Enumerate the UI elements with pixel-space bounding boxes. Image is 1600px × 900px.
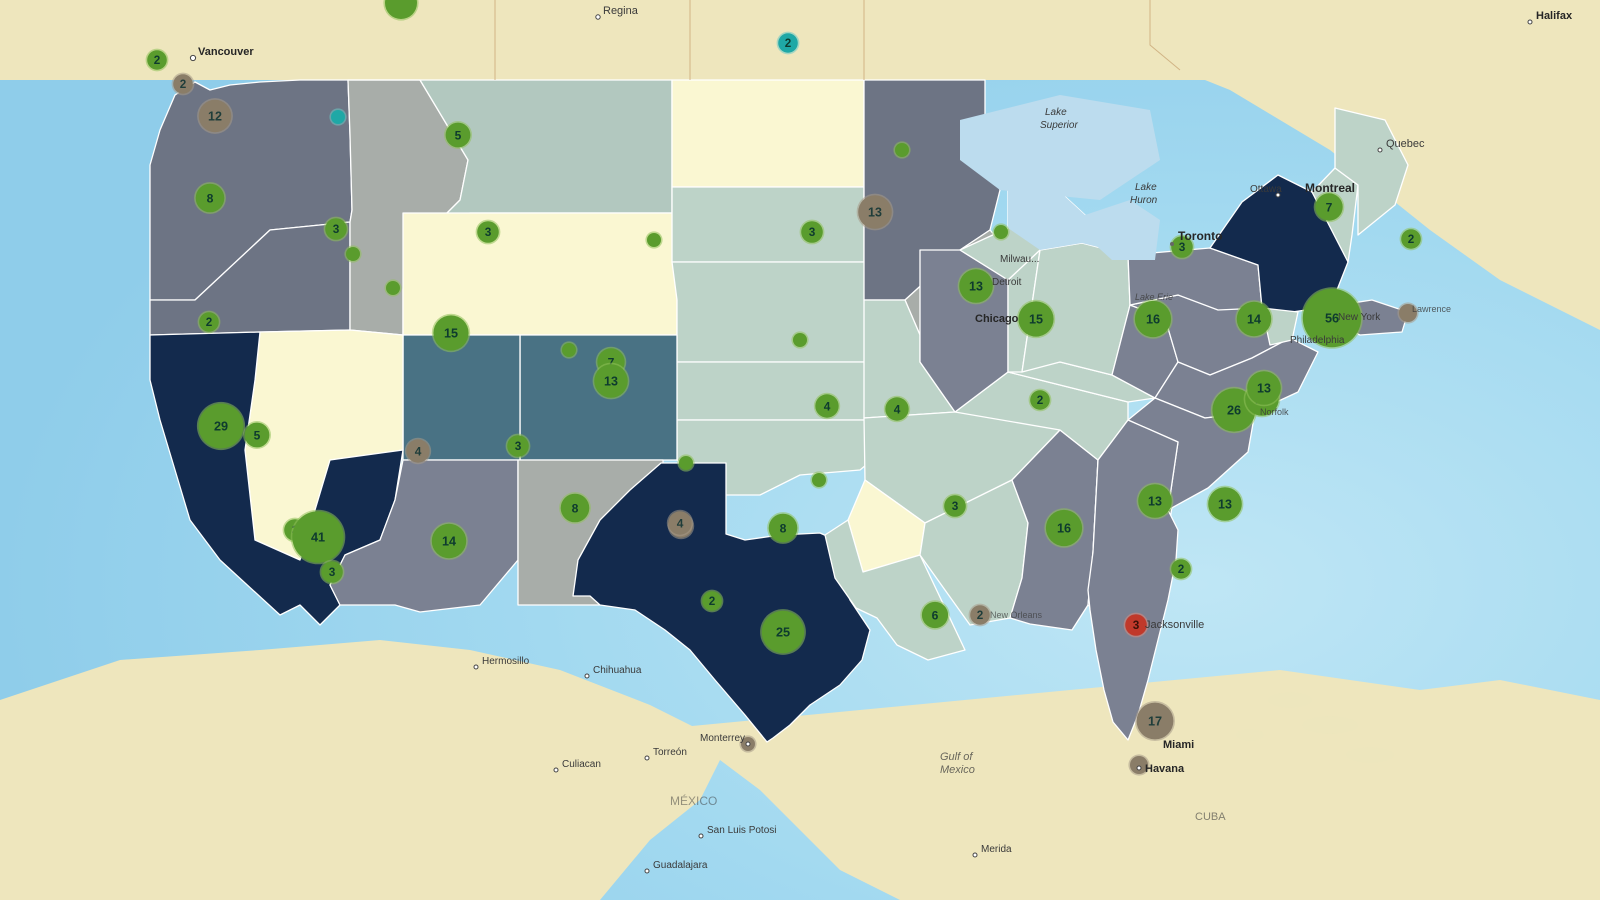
svg-text:2: 2	[1408, 233, 1415, 246]
svg-text:Hermosillo: Hermosillo	[482, 656, 530, 667]
svg-text:Halifax: Halifax	[1536, 10, 1573, 22]
svg-text:8: 8	[572, 501, 579, 515]
svg-text:New York: New York	[1338, 312, 1381, 323]
svg-text:3: 3	[485, 225, 492, 239]
svg-text:4: 4	[824, 399, 831, 413]
svg-text:Detroit: Detroit	[992, 277, 1022, 288]
svg-text:Milwau...: Milwau...	[1000, 254, 1039, 265]
svg-text:16: 16	[1057, 522, 1071, 536]
svg-text:5: 5	[455, 128, 462, 142]
svg-text:Lake Erie: Lake Erie	[1135, 292, 1173, 302]
svg-text:8: 8	[207, 191, 214, 205]
svg-text:Miami: Miami	[1163, 739, 1194, 751]
svg-text:2: 2	[180, 78, 187, 91]
svg-text:Merida: Merida	[981, 844, 1012, 855]
svg-text:41: 41	[311, 531, 325, 545]
svg-text:15: 15	[1029, 313, 1043, 327]
svg-text:3: 3	[1133, 618, 1140, 632]
svg-text:Chihuahua: Chihuahua	[593, 665, 642, 676]
svg-text:13: 13	[1257, 382, 1271, 396]
svg-text:Superior: Superior	[1040, 120, 1078, 131]
svg-text:3: 3	[952, 499, 959, 513]
svg-text:3: 3	[333, 222, 340, 236]
svg-text:3: 3	[329, 565, 336, 579]
svg-text:Montreal: Montreal	[1305, 181, 1355, 195]
svg-text:13: 13	[1148, 495, 1162, 509]
svg-text:15: 15	[444, 327, 458, 341]
svg-text:Vancouver: Vancouver	[198, 46, 254, 58]
svg-text:14: 14	[1247, 313, 1261, 327]
svg-text:San Luis Potosi: San Luis Potosi	[707, 825, 777, 836]
svg-text:Mexico: Mexico	[940, 764, 975, 776]
svg-text:Huron: Huron	[1130, 195, 1158, 206]
svg-text:12: 12	[208, 109, 222, 123]
svg-text:26: 26	[1227, 404, 1241, 418]
svg-text:MÉXICO: MÉXICO	[670, 793, 717, 808]
svg-text:CUBA: CUBA	[1195, 811, 1226, 823]
svg-text:Lake: Lake	[1045, 107, 1067, 118]
svg-text:Chicago: Chicago	[975, 313, 1019, 325]
svg-text:7: 7	[1326, 200, 1333, 214]
svg-text:Lake: Lake	[1135, 182, 1157, 193]
svg-text:Philadelphia: Philadelphia	[1290, 335, 1345, 346]
svg-text:13: 13	[604, 375, 618, 389]
svg-text:Toronto: Toronto	[1178, 229, 1222, 243]
svg-text:2: 2	[785, 37, 792, 50]
svg-text:Jacksonville: Jacksonville	[1145, 619, 1204, 631]
svg-text:2: 2	[154, 54, 161, 67]
svg-text:56: 56	[1325, 312, 1339, 326]
svg-text:Gulf of: Gulf of	[940, 751, 973, 763]
svg-text:29: 29	[214, 420, 228, 434]
svg-text:4: 4	[677, 516, 684, 530]
svg-text:Havana: Havana	[1145, 763, 1185, 775]
svg-text:25: 25	[776, 626, 790, 640]
svg-text:New Orleans: New Orleans	[990, 610, 1043, 620]
svg-text:2: 2	[977, 609, 984, 622]
svg-text:3: 3	[515, 439, 522, 453]
svg-text:13: 13	[1218, 498, 1232, 512]
svg-text:13: 13	[969, 280, 983, 294]
svg-text:17: 17	[1148, 715, 1162, 729]
svg-text:6: 6	[932, 608, 939, 622]
svg-text:Culiacan: Culiacan	[562, 759, 601, 770]
svg-text:Norfolk: Norfolk	[1260, 407, 1289, 417]
svg-text:14: 14	[442, 535, 456, 549]
svg-text:16: 16	[1146, 313, 1160, 327]
svg-text:5: 5	[254, 428, 261, 442]
svg-text:Regina: Regina	[603, 5, 639, 17]
svg-text:Lawrence: Lawrence	[1412, 304, 1451, 314]
svg-text:13: 13	[868, 206, 882, 220]
svg-text:2: 2	[709, 595, 716, 608]
svg-text:4: 4	[894, 402, 901, 416]
svg-text:2: 2	[206, 316, 213, 329]
svg-text:3: 3	[809, 225, 816, 239]
svg-text:Quebec: Quebec	[1386, 138, 1425, 150]
svg-text:2: 2	[1178, 563, 1185, 576]
svg-text:4: 4	[415, 444, 422, 458]
svg-text:8: 8	[780, 521, 787, 535]
svg-text:Monterrey: Monterrey	[700, 733, 745, 744]
svg-text:Torreón: Torreón	[653, 747, 687, 758]
svg-text:Guadalajara: Guadalajara	[653, 860, 708, 871]
svg-text:2: 2	[1037, 394, 1044, 407]
svg-text:Ottawa: Ottawa	[1250, 184, 1282, 195]
